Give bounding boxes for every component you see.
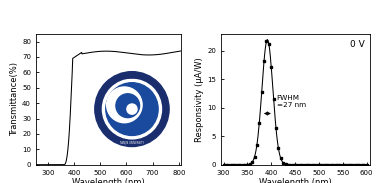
Text: 0 V: 0 V: [350, 40, 364, 49]
Text: UV-Free: UV-Free: [285, 9, 343, 22]
X-axis label: Wavelength (nm): Wavelength (nm): [259, 178, 332, 183]
Y-axis label: Transmittance(%): Transmittance(%): [10, 62, 19, 136]
Text: FWHM
=27 nm: FWHM =27 nm: [277, 95, 306, 108]
Text: Filter-Free: Filter-Free: [150, 9, 228, 22]
Text: Power-Free: Power-Free: [22, 9, 107, 22]
X-axis label: Wavelength (nm): Wavelength (nm): [72, 178, 145, 183]
Y-axis label: Responsivity (μA/W): Responsivity (μA/W): [195, 57, 204, 142]
